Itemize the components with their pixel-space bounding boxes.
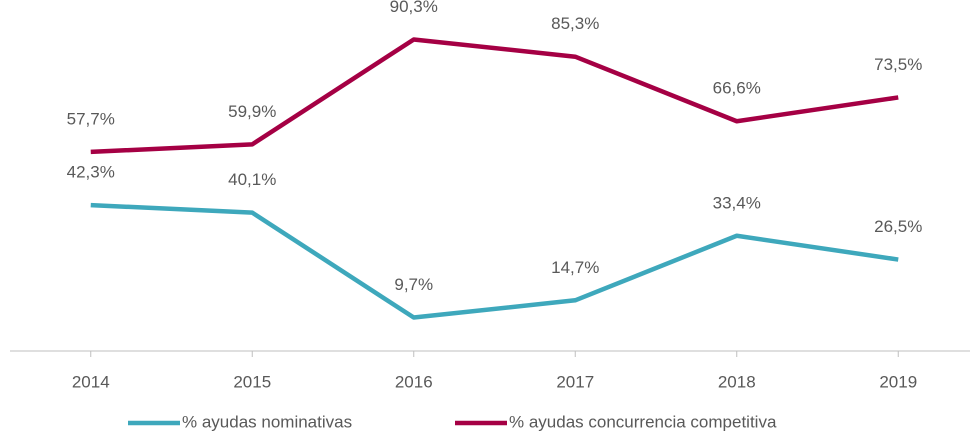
data-label: 90,3%: [390, 0, 438, 16]
x-tick-label: 2016: [395, 372, 433, 391]
data-label: 73,5%: [874, 55, 922, 74]
data-label: 85,3%: [551, 14, 599, 33]
series-line: [90, 202, 899, 320]
x-tick-label: 2015: [233, 372, 271, 391]
legend-label: % ayudas nominativas: [182, 412, 352, 431]
data-label: 59,9%: [228, 102, 276, 121]
data-label: 57,7%: [67, 109, 115, 128]
series-line: [90, 37, 899, 155]
data-label: 26,5%: [874, 217, 922, 236]
data-label: 33,4%: [713, 193, 761, 212]
x-tick-label: 2017: [556, 372, 594, 391]
data-label: 14,7%: [551, 258, 599, 277]
data-label: 42,3%: [67, 163, 115, 182]
x-tick-label: 2018: [718, 372, 756, 391]
data-label: 40,1%: [228, 170, 276, 189]
x-tick-label: 2014: [72, 372, 110, 391]
legend-label: % ayudas concurrencia competitiva: [509, 412, 777, 431]
x-tick-label: 2019: [879, 372, 917, 391]
data-label: 9,7%: [394, 275, 433, 294]
data-label: 66,6%: [713, 79, 761, 98]
